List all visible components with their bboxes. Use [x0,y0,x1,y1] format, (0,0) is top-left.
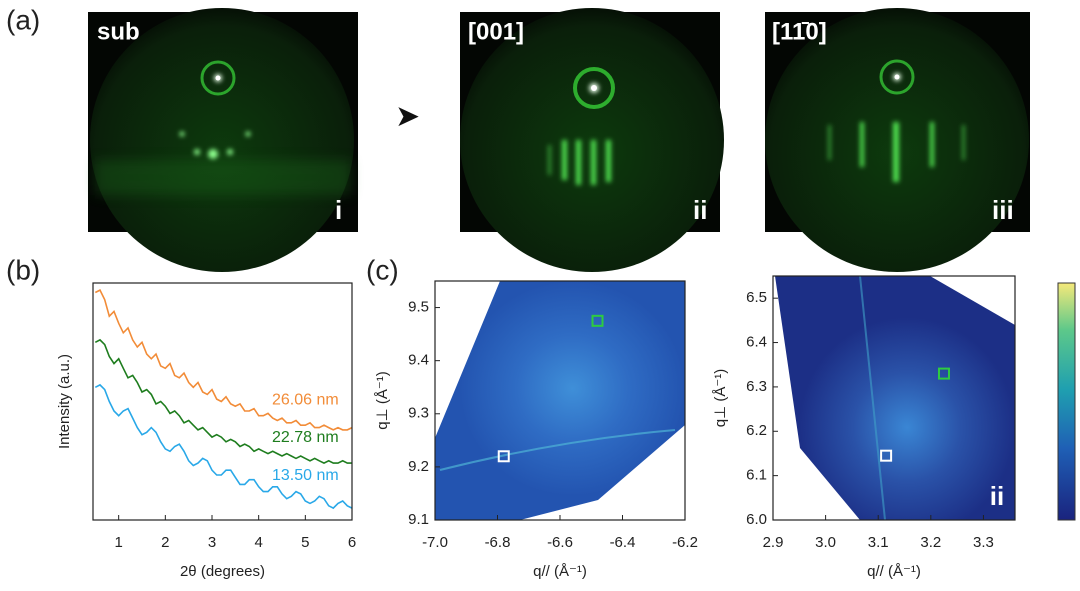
y-tick-label: 9.2 [408,458,429,475]
y-axis-title: q⊥ (Å⁻¹) [374,371,391,429]
series-label: 13.50 nm [272,467,339,484]
colorbar [1057,282,1076,521]
rheed-title: [11̄0] [772,18,827,45]
rheed-label: i [335,195,342,225]
x-tick-label: 3.2 [920,534,941,551]
rheed-title: [001] [468,18,524,45]
panel-label: (a) [6,4,40,35]
x-tick-label: 2 [161,534,169,551]
axes-frame [772,275,1016,521]
marker [937,367,950,380]
y-tick-label: 6.0 [746,511,767,528]
panel-number: ii [990,481,1004,511]
marker [591,314,604,327]
x-tick-label: 4 [254,534,262,551]
x-tick-label: 6 [348,534,356,551]
rheed-image: [11̄0] iii [765,8,1030,272]
series-line [94,289,353,431]
y-axis-title: q⊥ (Å⁻¹) [712,369,729,427]
marker [880,449,893,462]
rheed-image: sub i [88,8,358,272]
rheed-label: iii [992,195,1014,225]
y-tick-label: 6.2 [746,422,767,439]
series-line [94,338,352,464]
x-axis-title: q// (Å⁻¹) [867,563,921,580]
x-tick-label: 1 [114,534,122,551]
heatmap-image [775,276,1015,520]
y-tick-label: 9.3 [408,405,429,422]
x-axis-title: q// (Å⁻¹) [533,563,587,580]
y-axis-title: Intensity (a.u.) [56,354,73,449]
panel-number: i [663,481,670,511]
x-tick-label: 2.9 [763,534,784,551]
x-axis-title: 2θ (degrees) [180,563,265,580]
arrow: ➤ [395,100,420,133]
series-line [94,383,353,510]
series-label: 26.06 nm [272,391,339,408]
x-tick-label: -6.6 [547,534,573,551]
rheed-label: ii [693,195,707,225]
y-tick-label: 6.3 [746,378,767,395]
heatmap-streak [439,429,676,471]
heatmap-image [435,281,685,520]
y-tick-label: 9.4 [408,352,429,369]
x-tick-label: -7.0 [422,534,448,551]
y-tick-label: 6.1 [746,467,767,484]
rheed-image: [001] ii [460,8,724,272]
series-label: 22.78 nm [272,429,339,446]
axes-frame [92,282,353,521]
x-tick-label: 3.0 [815,534,836,551]
y-tick-label: 9.5 [408,299,429,316]
x-tick-label: 5 [301,534,309,551]
x-tick-label: -6.8 [485,534,511,551]
x-tick-label: 3 [208,534,216,551]
rheed-title: sub [97,18,140,45]
marker [497,450,510,463]
x-tick-label: 3.3 [973,534,994,551]
x-tick-label: -6.4 [610,534,636,551]
panel-label: (b) [6,254,40,285]
y-tick-label: 9.1 [408,511,429,528]
heatmap-streak [859,275,886,521]
x-tick-label: 3.1 [868,534,889,551]
panel-label: (c) [366,254,399,285]
y-tick-label: 6.5 [746,289,767,306]
y-tick-label: 6.4 [746,334,767,351]
x-tick-label: -6.2 [672,534,698,551]
